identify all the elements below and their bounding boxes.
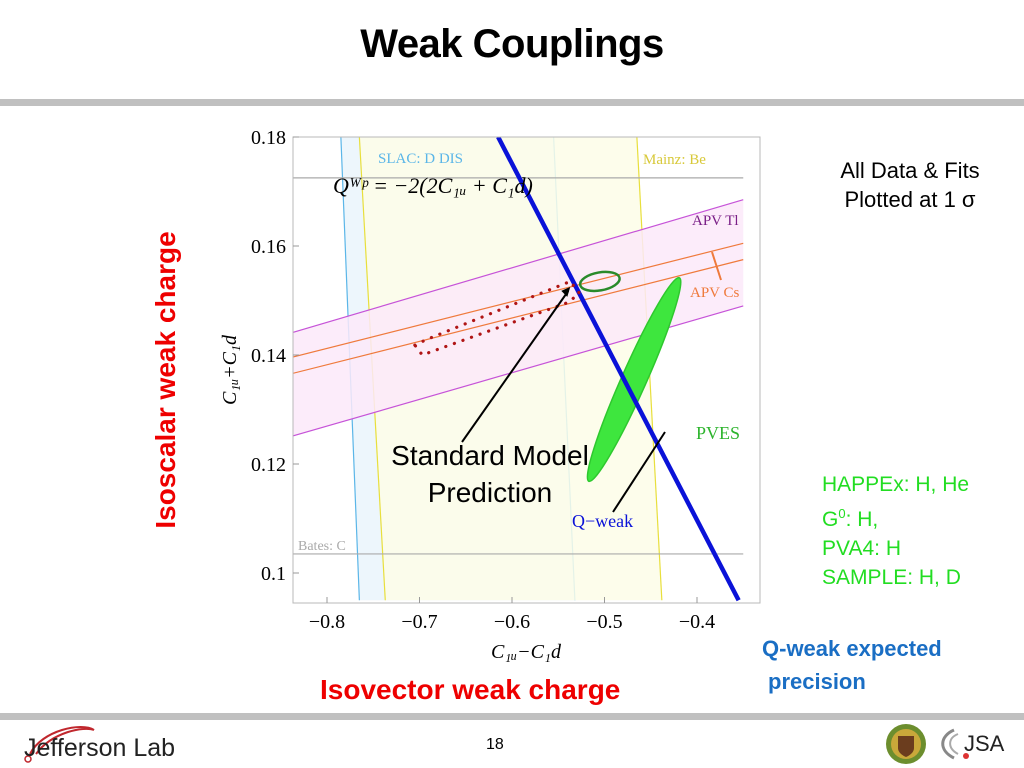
axis-layer: −0.8 −0.7 −0.6 −0.5 −0.4 0.1 0.12 0.14 0.16 0.18 C… xyxy=(219,127,715,663)
apv-tl-band-edge-1 xyxy=(293,199,744,333)
x-tick-label: −0.7 xyxy=(401,611,437,633)
jefferson-lab-text: Jefferson Lab xyxy=(24,734,175,762)
x-tick-label: −0.8 xyxy=(309,611,345,633)
pves-experiment-item: HAPPEx: H, He xyxy=(822,473,970,496)
apv-dotted-fit xyxy=(413,279,582,357)
y-tick-label: 0.16 xyxy=(251,236,286,258)
y-tick-label: 0.1 xyxy=(261,563,286,585)
y-axis-label: C₁ᵤ+C₁d xyxy=(219,334,241,405)
sm-arrowhead xyxy=(561,286,571,297)
sponsor-logos: JSA xyxy=(886,724,1005,764)
qweak-precision-line1: Q-weak expected xyxy=(762,636,942,661)
pves-experiment-item: PVA4: H xyxy=(822,537,901,560)
sm-arrow xyxy=(461,290,570,443)
plot-note-line2: Plotted at 1 σ xyxy=(844,187,976,212)
standard-model-label: Standard Model Prediction xyxy=(350,437,630,511)
apv-cs-tick xyxy=(711,251,722,281)
x-axis-label: C₁ᵤ−C₁d xyxy=(491,641,562,663)
isoscalar-label: Isoscalar weak charge xyxy=(150,231,181,529)
y-tick-label: 0.18 xyxy=(251,127,286,149)
apv-tl-band-fill xyxy=(293,199,744,436)
sm-label-line2: Prediction xyxy=(427,477,553,508)
bands-layer xyxy=(293,137,744,601)
qweak-label: Q−weak xyxy=(572,511,633,531)
isovector-label: Isovector weak charge xyxy=(320,674,621,705)
plot-note-line1: All Data & Fits xyxy=(840,158,980,183)
x-tick-label: −0.6 xyxy=(494,611,530,633)
qweak-precision-note: Q-weak expected precision xyxy=(762,632,942,698)
qweak-pointer-line xyxy=(612,431,666,513)
slac-d-dis-label: SLAC: D DIS xyxy=(378,151,463,167)
apv-tl-label: APV Tl xyxy=(692,213,739,229)
pves-experiment-item: G0: H, xyxy=(822,506,879,531)
y-tick-label: 0.14 xyxy=(251,345,286,367)
bates-c-label: Bates: C xyxy=(298,539,346,554)
annotation-layer xyxy=(413,137,741,602)
mainz-be-label: Mainz: Be xyxy=(643,152,706,168)
jsa-logo-icon: JSA xyxy=(941,728,1005,760)
x-tick-label: −0.4 xyxy=(679,611,715,633)
pves-experiment-list: HAPPEx: H, He G0: H, PVA4: H SAMPLE: H, … xyxy=(822,470,969,592)
plot-frame xyxy=(292,136,761,604)
slide-title: Weak Couplings xyxy=(360,22,664,66)
footer-divider xyxy=(0,713,1024,720)
page-number: 18 xyxy=(486,736,504,753)
doe-seal-icon xyxy=(886,724,926,764)
plot-note: All Data & Fits Plotted at 1 σ xyxy=(800,156,1020,214)
x-tick-label: −0.5 xyxy=(586,611,622,633)
qweak-line xyxy=(496,137,741,602)
svg-text:JSA: JSA xyxy=(964,731,1005,756)
sm-label-line1: Standard Model xyxy=(391,440,589,471)
qwp-formula: Qᵂᵖ = −2(2C₁ᵤ + C₁d) xyxy=(333,173,533,198)
pves-label: PVES xyxy=(696,423,740,443)
qweak-precision-line2: precision xyxy=(768,669,866,694)
jefferson-lab-logo: Jefferson Lab xyxy=(24,726,175,763)
pves-experiment-item: SAMPLE: H, D xyxy=(822,566,961,589)
title-divider xyxy=(0,99,1024,106)
apv-cs-band-edge-1 xyxy=(293,242,744,358)
apv-cs-band-edge-2 xyxy=(293,259,744,374)
apv-cs-label: APV Cs xyxy=(690,285,739,301)
combined-fit-ellipse xyxy=(578,270,621,293)
y-tick-label: 0.12 xyxy=(251,454,286,476)
